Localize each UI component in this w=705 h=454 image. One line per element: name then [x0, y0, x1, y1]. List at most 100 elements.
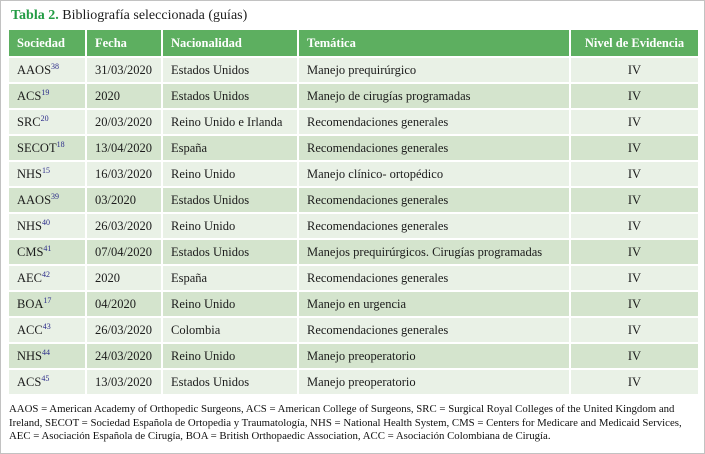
table-row: SECOT18 13/04/2020 España Recomendacione… — [9, 136, 698, 160]
cell-tematica: Recomendaciones generales — [299, 266, 569, 290]
cell-fecha: 20/03/2020 — [87, 110, 161, 134]
cell-nacionalidad: Reino Unido — [163, 292, 297, 316]
cell-nivel: IV — [571, 162, 698, 186]
cell-fecha: 2020 — [87, 266, 161, 290]
cell-nacionalidad: Colombia — [163, 318, 297, 342]
table-header-row: Sociedad Fecha Nacionalidad Temática Niv… — [9, 30, 698, 56]
cell-sociedad: NHS44 — [9, 344, 85, 368]
cell-sociedad: AAOS38 — [9, 58, 85, 82]
cell-tematica: Manejos prequirúrgicos. Cirugías program… — [299, 240, 569, 264]
cell-nacionalidad: Estados Unidos — [163, 370, 297, 394]
cell-nacionalidad: Reino Unido — [163, 344, 297, 368]
reference-superscript: 38 — [51, 61, 60, 71]
header-nacionalidad: Nacionalidad — [163, 30, 297, 56]
table-row: AEC42 2020 España Recomendaciones genera… — [9, 266, 698, 290]
table-caption: Tabla 2. Bibliografía seleccionada (guía… — [11, 7, 704, 25]
bibliography-table: Sociedad Fecha Nacionalidad Temática Niv… — [7, 28, 700, 396]
reference-superscript: 15 — [42, 165, 51, 175]
reference-superscript: 19 — [41, 87, 50, 97]
cell-nacionalidad: España — [163, 136, 297, 160]
cell-fecha: 16/03/2020 — [87, 162, 161, 186]
cell-sociedad: NHS15 — [9, 162, 85, 186]
table-row: NHS15 16/03/2020 Reino Unido Manejo clín… — [9, 162, 698, 186]
footnote-line: AAOS = American Academy of Orthopedic Su… — [9, 403, 675, 415]
cell-sociedad: CMS41 — [9, 240, 85, 264]
cell-fecha: 31/03/2020 — [87, 58, 161, 82]
society-abbr: BOA — [17, 296, 44, 311]
cell-nivel: IV — [571, 136, 698, 160]
cell-tematica: Manejo prequirúrgico — [299, 58, 569, 82]
header-fecha: Fecha — [87, 30, 161, 56]
cell-sociedad: AAOS39 — [9, 188, 85, 212]
cell-tematica: Manejo de cirugías programadas — [299, 84, 569, 108]
cell-nacionalidad: Estados Unidos — [163, 188, 297, 212]
table-row: ACC43 26/03/2020 Colombia Recomendacione… — [9, 318, 698, 342]
reference-superscript: 20 — [40, 113, 49, 123]
table-row: CMS41 07/04/2020 Estados Unidos Manejos … — [9, 240, 698, 264]
header-nivel-evidencia: Nivel de Evidencia — [571, 30, 698, 56]
cell-nacionalidad: Estados Unidos — [163, 58, 297, 82]
cell-sociedad: ACS45 — [9, 370, 85, 394]
society-abbr: SECOT — [17, 140, 57, 155]
reference-superscript: 44 — [42, 347, 51, 357]
cell-tematica: Manejo clínico- ortopédico — [299, 162, 569, 186]
society-abbr: ACS — [17, 374, 42, 389]
table-row: AAOS38 31/03/2020 Estados Unidos Manejo … — [9, 58, 698, 82]
society-abbr: AAOS — [17, 62, 52, 77]
society-abbr: ACS — [17, 88, 42, 103]
cell-fecha: 26/03/2020 — [87, 318, 161, 342]
reference-superscript: 40 — [42, 217, 51, 227]
cell-nivel: IV — [571, 318, 698, 342]
table-caption-label: Tabla 2. — [11, 8, 59, 23]
table-row: NHS44 24/03/2020 Reino Unido Manejo preo… — [9, 344, 698, 368]
cell-nacionalidad: Reino Unido — [163, 214, 297, 238]
table-row: ACS45 13/03/2020 Estados Unidos Manejo p… — [9, 370, 698, 394]
cell-tematica: Recomendaciones generales — [299, 318, 569, 342]
cell-nivel: IV — [571, 188, 698, 212]
society-abbr: SRC — [17, 114, 41, 129]
footnote-line: AEC = Asociación Española de Cirugía, BO… — [9, 430, 551, 443]
cell-tematica: Recomendaciones generales — [299, 110, 569, 134]
cell-nacionalidad: España — [163, 266, 297, 290]
table-row: SRC20 20/03/2020 Reino Unido e Irlanda R… — [9, 110, 698, 134]
cell-sociedad: ACS19 — [9, 84, 85, 108]
cell-fecha: 13/04/2020 — [87, 136, 161, 160]
cell-sociedad: BOA17 — [9, 292, 85, 316]
society-abbr: CMS — [17, 244, 44, 259]
cell-nivel: IV — [571, 214, 698, 238]
reference-superscript: 41 — [43, 243, 52, 253]
cell-nacionalidad: Reino Unido e Irlanda — [163, 110, 297, 134]
society-abbr: AAOS — [17, 192, 52, 207]
cell-nivel: IV — [571, 58, 698, 82]
cell-sociedad: NHS40 — [9, 214, 85, 238]
cell-fecha: 13/03/2020 — [87, 370, 161, 394]
cell-nivel: IV — [571, 110, 698, 134]
table-row: ACS19 2020 Estados Unidos Manejo de ciru… — [9, 84, 698, 108]
reference-superscript: 42 — [42, 269, 50, 279]
cell-tematica: Manejo preoperatorio — [299, 344, 569, 368]
cell-nivel: IV — [571, 292, 698, 316]
cell-fecha: 07/04/2020 — [87, 240, 161, 264]
cell-fecha: 2020 — [87, 84, 161, 108]
cell-nivel: IV — [571, 344, 698, 368]
cell-sociedad: SECOT18 — [9, 136, 85, 160]
cell-nivel: IV — [571, 266, 698, 290]
cell-sociedad: SRC20 — [9, 110, 85, 134]
cell-nivel: IV — [571, 84, 698, 108]
cell-sociedad: AEC42 — [9, 266, 85, 290]
cell-nivel: IV — [571, 370, 698, 394]
cell-tematica: Recomendaciones generales — [299, 188, 569, 212]
cell-nacionalidad: Estados Unidos — [163, 240, 297, 264]
cell-nacionalidad: Reino Unido — [163, 162, 297, 186]
table-footnote: AAOS = American Academy of Orthopedic Su… — [9, 403, 698, 444]
cell-tematica: Recomendaciones generales — [299, 136, 569, 160]
society-abbr: AEC — [17, 270, 42, 285]
table-row: BOA17 04/2020 Reino Unido Manejo en urge… — [9, 292, 698, 316]
society-abbr: NHS — [17, 348, 43, 363]
cell-tematica: Manejo preoperatorio — [299, 370, 569, 394]
society-abbr: NHS — [17, 218, 43, 233]
society-abbr: NHS — [17, 166, 43, 181]
cell-fecha: 26/03/2020 — [87, 214, 161, 238]
header-tematica: Temática — [299, 30, 569, 56]
reference-superscript: 17 — [43, 295, 52, 305]
